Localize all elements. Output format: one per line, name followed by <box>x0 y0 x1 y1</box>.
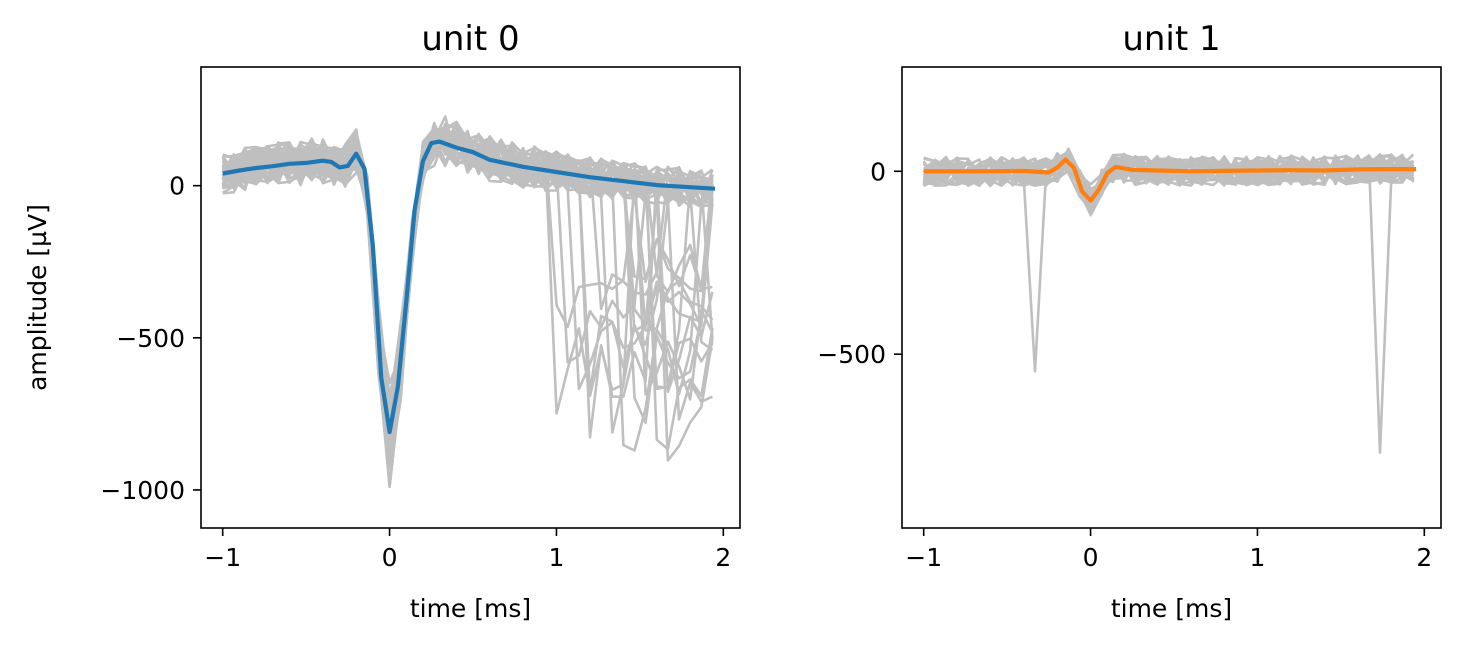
plot-frame <box>901 66 1442 529</box>
y-tick-label: −1000 <box>100 476 185 505</box>
waveform-trace <box>221 136 714 436</box>
waveform-trace <box>222 135 713 385</box>
chart-title: unit 0 <box>421 19 519 59</box>
x-tick-label: 0 <box>382 543 398 572</box>
y-tick-label: 0 <box>870 157 886 186</box>
x-tick-label: 1 <box>548 543 564 572</box>
waveform-trace <box>922 154 1415 373</box>
x-tick-label: 0 <box>1083 543 1099 572</box>
x-tick-label: 2 <box>715 543 731 572</box>
x-tick-label: 2 <box>1416 543 1432 572</box>
chart-unit-0: −1 0 1 2 −1000 −500 0 unit 0 time [ms] amplitude … <box>23 19 741 623</box>
y-tick-label: 0 <box>169 172 185 201</box>
background-traces <box>221 115 714 489</box>
y-tick-label: −500 <box>817 340 886 369</box>
mean-waveform-line <box>222 139 716 435</box>
mean-waveform-line <box>923 157 1416 203</box>
y-tick-label: −500 <box>116 324 185 353</box>
x-axis-label: time [ms] <box>1111 594 1232 623</box>
background-traces <box>922 147 1415 454</box>
waveform-trace <box>922 152 1415 454</box>
x-tick-label: −1 <box>905 543 942 572</box>
x-tick-label: −1 <box>204 543 241 572</box>
x-tick-label: 1 <box>1249 543 1265 572</box>
y-axis-label: amplitude [µV] <box>23 204 52 391</box>
chart-unit-1: −1 0 1 2 −500 0 unit 1 time [ms] <box>817 19 1442 623</box>
chart-title: unit 1 <box>1122 19 1220 59</box>
plot-frame <box>200 66 741 529</box>
x-axis-label: time [ms] <box>410 594 531 623</box>
